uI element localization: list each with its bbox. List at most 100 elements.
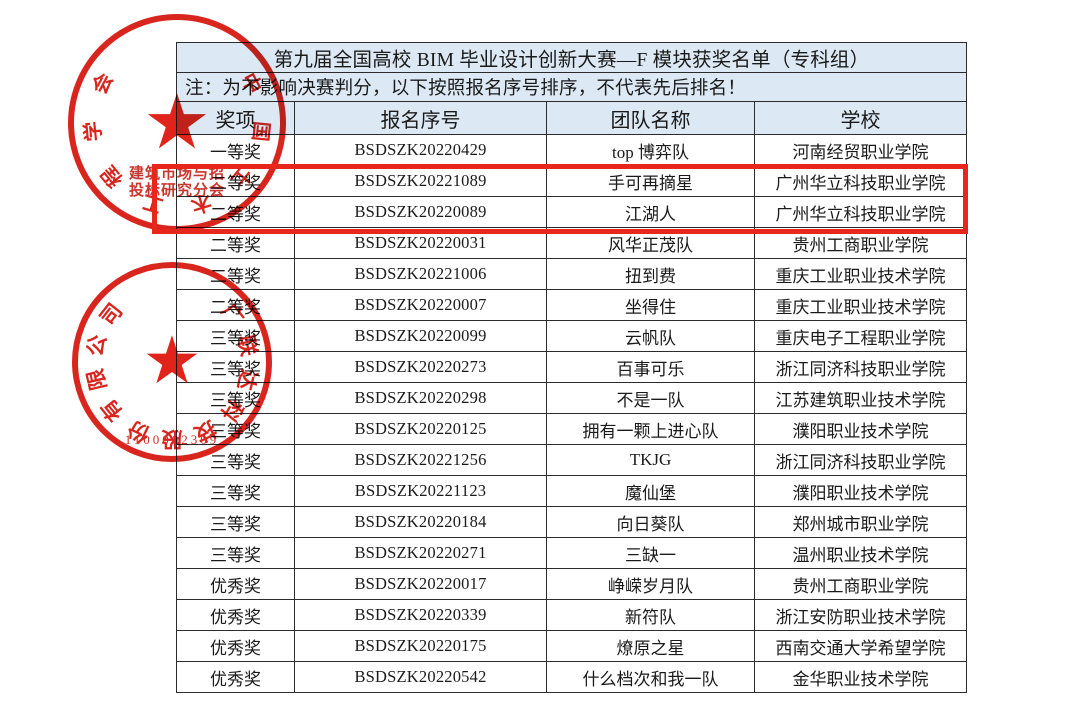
cell-team: 不是一队 [546,382,755,414]
highlighted-text: 手可再摘星 [608,173,693,193]
cell-code: BSDSZK20220175 [294,630,547,662]
cell-school: 贵州工商职业学院 [753,568,968,600]
cell-team: 手可再摘星 [546,165,755,197]
table-row: 优秀奖 BSDSZK20220017 峥嵘岁月队 贵州工商职业学院 [176,568,968,600]
cell-team: 向日葵队 [546,506,755,538]
stamp-arc-char: 工 [140,189,166,217]
cell-team: top 博弈队 [546,134,755,166]
cell-award: 优秀奖 [176,630,295,662]
table-row: 优秀奖 BSDSZK20220339 新符队 浙江安防职业技术学院 [176,599,968,631]
table-row: 三等奖 BSDSZK20220099 云帆队 重庆电子工程职业学院 [176,320,968,352]
cell-award: 优秀奖 [176,568,295,600]
cell-award: 三等奖 [176,413,295,445]
cell-award: 三等奖 [176,506,295,538]
highlighted-text: 广州华立科技职业学院 [775,204,946,224]
table-row: 二等奖 BSDSZK20220089 江湖人 广州华立科技职业学院 [176,196,968,228]
cell-school: 广州华立科技职业学院 [753,165,968,197]
column-header-code: 报名序号 [294,101,547,135]
table-row: 二等奖 BSDSZK20221089 手可再摘星 广州华立科技职业学院 [176,165,968,197]
table-row: 三等奖 BSDSZK20220273 百事可乐 浙江同济科技职业学院 [176,351,968,383]
award-list-table: 第九届全国高校 BIM 毕业设计创新大赛—F 模块获奖名单（专科组） 注：为不影… [175,42,968,693]
table-row: 三等奖 BSDSZK20221256 TKJG 浙江同济科技职业学院 [176,444,968,476]
cell-school: 河南经贸职业学院 [753,134,968,166]
cell-team: TKJG [546,444,755,476]
table-row: 优秀奖 BSDSZK20220542 什么档次和我一队 金华职业技术学院 [176,661,968,693]
table-row: 优秀奖 BSDSZK20220175 燎原之星 西南交通大学希望学院 [176,630,968,662]
cell-team: 坐得住 [546,289,755,321]
cell-team: 拥有一颗上进心队 [546,413,755,445]
stamp-arc-char: 有 [96,394,128,426]
cell-code: BSDSZK20221089 [294,165,547,197]
table-note-row: 注：为不影响决赛判分，以下按照报名序号排序，不代表先后排名！ [175,72,968,102]
cell-school: 郑州城市职业学院 [753,506,968,538]
table-row: 三等奖 BSDSZK20221123 魔仙堡 濮阳职业技术学院 [176,475,968,507]
stamp-arc-char: 程 [97,161,128,191]
cell-code: BSDSZK20220298 [294,382,547,414]
cell-award: 一等奖 [176,134,295,166]
table-row: 二等奖 BSDSZK20220031 风华正茂队 贵州工商职业学院 [176,227,968,259]
cell-team: 魔仙堡 [546,475,755,507]
cell-school: 浙江同济科技职业学院 [753,444,968,476]
cell-award: 三等奖 [176,537,295,569]
cell-team: 什么档次和我一队 [546,661,755,693]
highlighted-text: 广州华立科技职业学院 [775,173,946,193]
cell-award: 三等奖 [176,475,295,507]
cell-award: 三等奖 [176,320,295,352]
cell-code: BSDSZK20221123 [294,475,547,507]
cell-code: BSDSZK20220271 [294,537,547,569]
cell-team: 三缺一 [546,537,755,569]
table-row: 三等奖 BSDSZK20220184 向日葵队 郑州城市职业学院 [176,506,968,538]
cell-award: 优秀奖 [176,661,295,693]
cell-school: 重庆工业职业技术学院 [753,258,968,290]
cell-team: 江湖人 [546,196,755,228]
cell-code: BSDSZK20220099 [294,320,547,352]
cell-award: 二等奖 [176,227,295,259]
table-row: 一等奖 BSDSZK20220429 top 博弈队 河南经贸职业学院 [176,134,968,166]
stamp-arc-char: 司 [95,298,128,331]
cell-school: 江苏建筑职业技术学院 [753,382,968,414]
cell-code: BSDSZK20220184 [294,506,547,538]
highlighted-text: BSDSZK20220089 [354,202,487,221]
table-title-row: 第九届全国高校 BIM 毕业设计创新大赛—F 模块获奖名单（专科组） [175,42,968,73]
table-row: 三等奖 BSDSZK20220125 拥有一颗上进心队 濮阳职业技术学院 [176,413,968,445]
highlighted-text: 江湖人 [625,204,676,224]
cell-team: 云帆队 [546,320,755,352]
stamp-arc-char: 会 [88,69,118,98]
cell-school: 金华职业技术学院 [753,661,968,693]
stamp-arc-char: 学 [81,120,106,143]
cell-team: 百事可乐 [546,351,755,383]
stamp-arc-char: 公 [82,332,111,359]
stamp-arc-char: 份 [124,416,154,447]
cell-school: 广州华立科技职业学院 [753,196,968,228]
cell-school: 温州职业技术学院 [753,537,968,569]
column-header-school: 学校 [753,101,968,135]
award-table-body: 一等奖 BSDSZK20220429 top 博弈队 河南经贸职业学院 二等奖 BSDSZ… [176,134,968,693]
cell-school: 重庆工业职业技术学院 [753,289,968,321]
cell-code: BSDSZK20220542 [294,661,547,693]
cell-award: 三等奖 [176,351,295,383]
cell-code: BSDSZK20220031 [294,227,547,259]
table-row: 三等奖 BSDSZK20220298 不是一队 江苏建筑职业技术学院 [176,382,968,414]
cell-code: BSDSZK20220429 [294,134,547,166]
cell-school: 浙江同济科技职业学院 [753,351,968,383]
page-title: 第九届全国高校 BIM 毕业设计创新大赛—F 模块获奖名单（专科组） [175,42,968,73]
highlighted-text: 二等奖 [210,204,261,224]
cell-school: 西南交通大学希望学院 [753,630,968,662]
highlighted-text: 二等奖 [210,173,261,193]
table-note: 注：为不影响决赛判分，以下按照报名序号排序，不代表先后排名！ [175,72,968,102]
column-header-team: 团队名称 [546,101,755,135]
cell-award: 优秀奖 [176,599,295,631]
cell-school: 浙江安防职业技术学院 [753,599,968,631]
cell-team: 风华正茂队 [546,227,755,259]
cell-award: 三等奖 [176,382,295,414]
cell-school: 贵州工商职业学院 [753,227,968,259]
cell-code: BSDSZK20220089 [294,196,547,228]
cell-code: BSDSZK20220007 [294,289,547,321]
cell-team: 新符队 [546,599,755,631]
cell-team: 峥嵘岁月队 [546,568,755,600]
cell-code: BSDSZK20221256 [294,444,547,476]
table-row: 二等奖 BSDSZK20220007 坐得住 重庆工业职业技术学院 [176,289,968,321]
highlighted-text: BSDSZK20221089 [354,171,487,190]
cell-award: 二等奖 [176,165,295,197]
